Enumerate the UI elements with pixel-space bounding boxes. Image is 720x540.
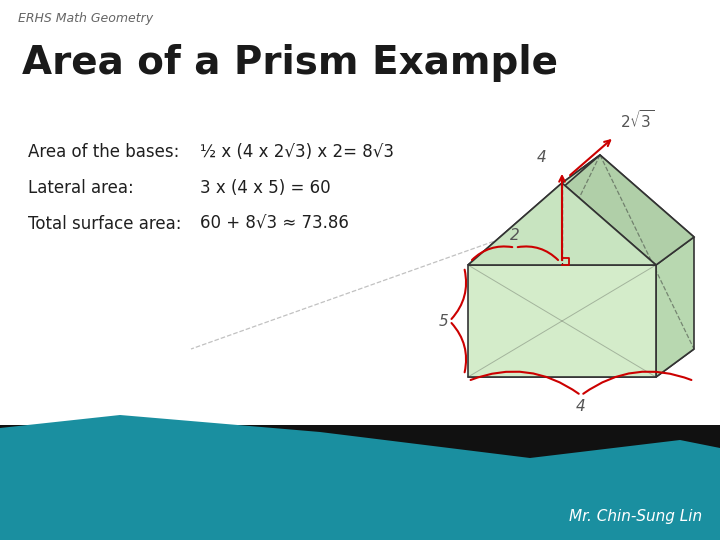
Text: Mr. Chin-Sung Lin: Mr. Chin-Sung Lin [569,509,702,524]
Text: Area of a Prism Example: Area of a Prism Example [22,44,558,82]
Polygon shape [0,415,720,540]
Text: ERHS Math Geometry: ERHS Math Geometry [18,12,153,25]
Polygon shape [468,155,600,265]
Polygon shape [468,349,694,377]
Polygon shape [562,155,694,265]
Polygon shape [506,155,694,237]
Polygon shape [468,265,656,377]
Text: $2\sqrt{3}$: $2\sqrt{3}$ [620,109,654,131]
Text: 2: 2 [510,228,520,243]
Text: Total surface area:: Total surface area: [28,215,181,233]
Text: Lateral area:: Lateral area: [28,179,134,197]
Text: 4: 4 [537,150,547,165]
Polygon shape [468,183,656,265]
Polygon shape [656,237,694,377]
Text: 4: 4 [576,399,586,414]
Text: Area of the bases:: Area of the bases: [28,143,179,161]
Text: ½ x (4 x 2√3) x 2= 8√3: ½ x (4 x 2√3) x 2= 8√3 [200,143,394,161]
Polygon shape [0,425,720,540]
Text: 5: 5 [438,314,448,328]
Text: 3 x (4 x 5) = 60: 3 x (4 x 5) = 60 [200,179,330,197]
Text: 60 + 8√3 ≈ 73.86: 60 + 8√3 ≈ 73.86 [200,215,349,233]
